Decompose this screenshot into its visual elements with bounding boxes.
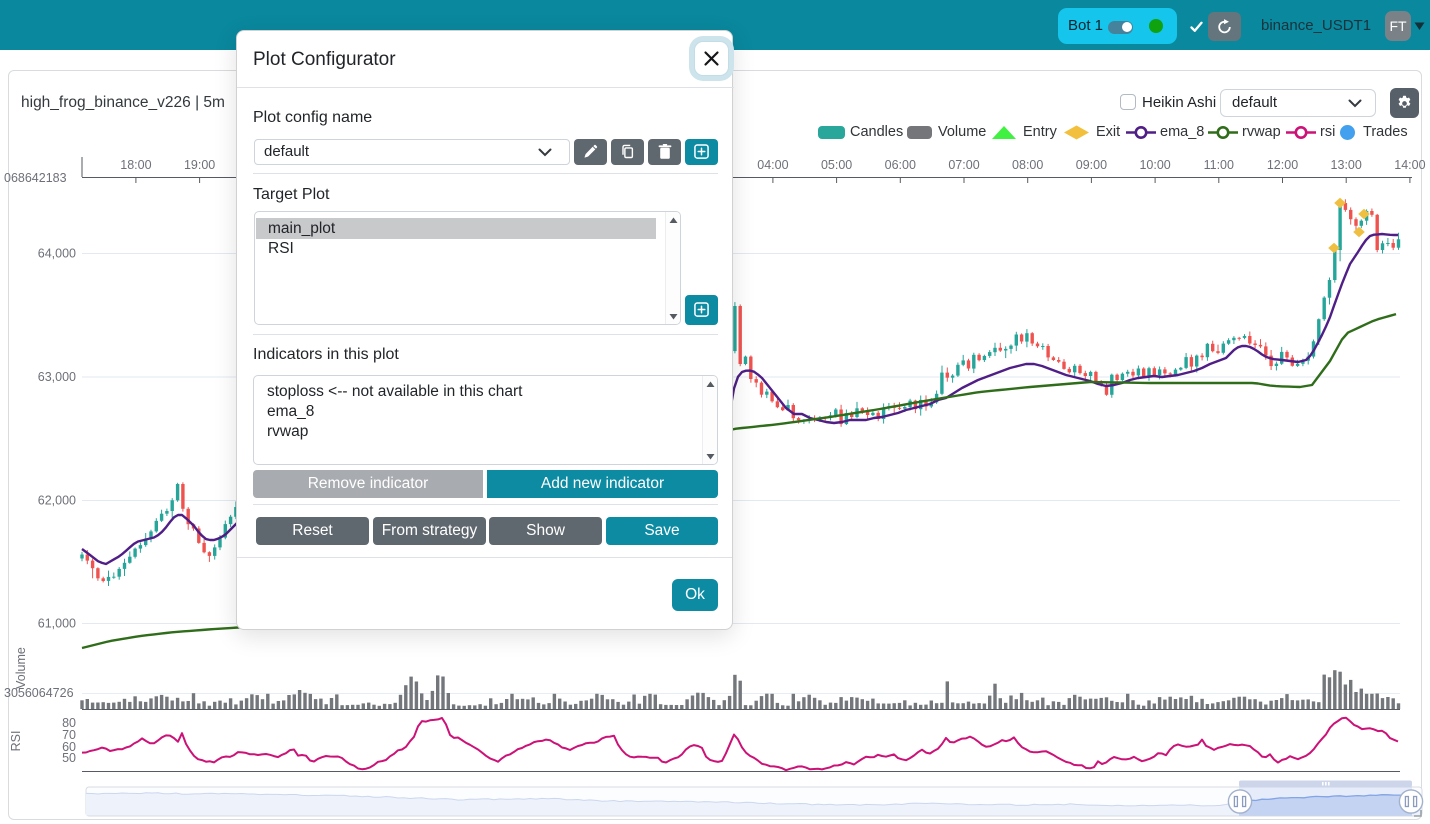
svg-text:068642183: 068642183 [4,171,67,185]
svg-text:13:00: 13:00 [1331,158,1362,172]
svg-text:06:00: 06:00 [885,158,916,172]
svg-text:3056064726: 3056064726 [4,686,74,700]
svg-text:19:00: 19:00 [184,158,215,172]
svg-text:10:00: 10:00 [1139,158,1170,172]
svg-text:50: 50 [62,751,76,765]
svg-text:08:00: 08:00 [1012,158,1043,172]
svg-text:12:00: 12:00 [1267,158,1298,172]
svg-text:09:00: 09:00 [1076,158,1107,172]
svg-text:RSI: RSI [9,731,23,752]
svg-text:05:00: 05:00 [821,158,852,172]
svg-text:62,000: 62,000 [38,494,76,508]
svg-text:80: 80 [62,716,76,730]
svg-text:61,000: 61,000 [38,617,76,631]
svg-text:Volume: Volume [14,647,28,689]
svg-text:14:00: 14:00 [1394,158,1425,172]
svg-text:07:00: 07:00 [948,158,979,172]
svg-text:70: 70 [62,728,76,742]
svg-text:63,000: 63,000 [38,370,76,384]
svg-text:64,000: 64,000 [38,247,76,261]
svg-text:04:00: 04:00 [757,158,788,172]
svg-text:11:00: 11:00 [1204,158,1234,172]
svg-text:60: 60 [62,740,76,754]
svg-text:18:00: 18:00 [120,158,151,172]
